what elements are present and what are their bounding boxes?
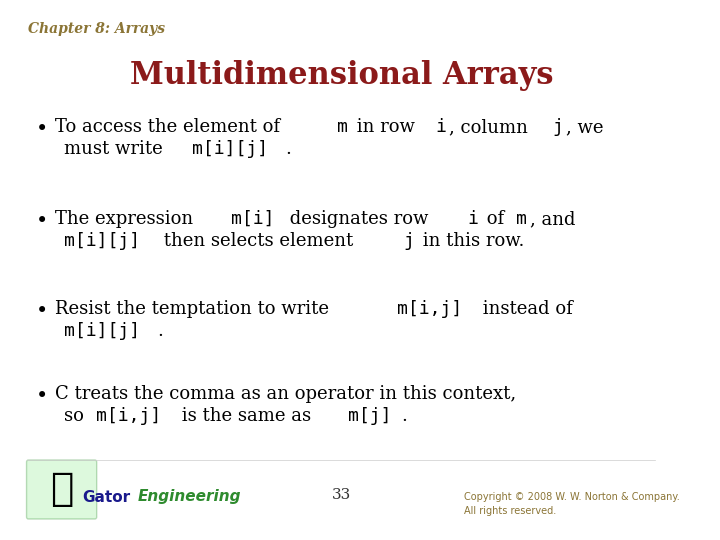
Text: m[i,j]: m[i,j]: [96, 407, 161, 425]
Text: Resist the temptation to write: Resist the temptation to write: [55, 300, 335, 318]
Text: in row: in row: [351, 118, 420, 136]
Text: i: i: [468, 210, 479, 228]
Text: The expression: The expression: [55, 210, 199, 228]
FancyBboxPatch shape: [27, 460, 96, 519]
Text: must write: must write: [65, 140, 169, 158]
Text: Engineering: Engineering: [138, 489, 241, 504]
Text: C treats the comma as an operator in this context,: C treats the comma as an operator in thi…: [55, 385, 516, 403]
Text: in this row.: in this row.: [417, 232, 524, 250]
Text: •: •: [36, 212, 48, 231]
Text: so: so: [65, 407, 90, 425]
Text: To access the element of: To access the element of: [55, 118, 286, 136]
Text: Gator: Gator: [83, 489, 131, 504]
Text: j: j: [403, 232, 414, 250]
Text: , column: , column: [449, 118, 534, 136]
Text: m[i][j]: m[i][j]: [192, 140, 269, 158]
Text: •: •: [36, 387, 48, 406]
Text: .: .: [401, 407, 407, 425]
Text: Multidimensional Arrays: Multidimensional Arrays: [130, 60, 553, 91]
Text: designates row: designates row: [284, 210, 434, 228]
Text: , we: , we: [566, 118, 603, 136]
Text: Copyright © 2008 W. W. Norton & Company.
All rights reserved.: Copyright © 2008 W. W. Norton & Company.…: [464, 492, 680, 516]
Text: m[i][j]: m[i][j]: [65, 322, 140, 340]
Text: Chapter 8: Arrays: Chapter 8: Arrays: [28, 22, 166, 36]
Text: 33: 33: [332, 488, 351, 502]
Text: m: m: [516, 210, 527, 228]
Text: 🐊: 🐊: [50, 470, 73, 508]
Text: of: of: [481, 210, 510, 228]
Text: then selects element: then selects element: [158, 232, 359, 250]
Text: •: •: [36, 302, 48, 321]
Text: m[i]: m[i]: [231, 210, 274, 228]
Text: j: j: [552, 118, 563, 136]
Text: i: i: [436, 118, 446, 136]
Text: instead of: instead of: [477, 300, 572, 318]
Text: m[i,j]: m[i,j]: [397, 300, 462, 318]
Text: m[i][j]: m[i][j]: [65, 232, 140, 250]
Text: .: .: [158, 322, 163, 340]
Text: , and: , and: [530, 210, 575, 228]
Text: m: m: [337, 118, 348, 136]
Text: m[j]: m[j]: [348, 407, 392, 425]
Text: is the same as: is the same as: [176, 407, 317, 425]
Text: .: .: [285, 140, 292, 158]
Text: •: •: [36, 120, 48, 139]
